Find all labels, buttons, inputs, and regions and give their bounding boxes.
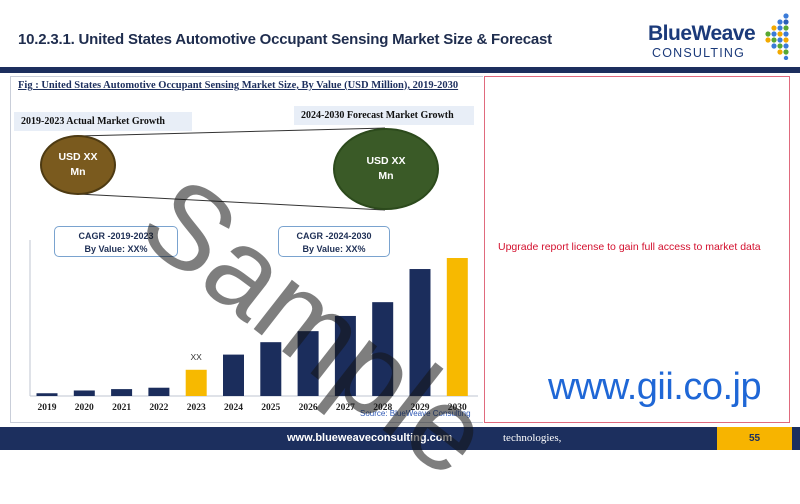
locked-data-panel (484, 76, 790, 423)
bar-2025 (260, 342, 282, 396)
chart-panel (10, 76, 483, 423)
cagr-forecast-value: By Value: XX% (302, 244, 366, 254)
x-tick-label-2029: 2029 (411, 403, 430, 413)
cagr-actual-box: CAGR -2019-2023 By Value: XX% (54, 226, 178, 257)
page-number: 55 (717, 427, 792, 450)
logo-main-text: BlueWeave (648, 22, 756, 45)
bar-2019 (36, 393, 58, 396)
bar-2021 (111, 389, 133, 396)
connector-line-bottom (77, 193, 386, 211)
actual-market-circle: USD XX Mn (40, 135, 116, 195)
x-tick-label-2022: 2022 (149, 403, 168, 413)
cagr-forecast-box: CAGR -2024-2030 By Value: XX% (278, 226, 390, 257)
forecast-circle-value: USD XX (366, 155, 406, 167)
bar-2028 (372, 302, 394, 396)
x-tick-label-2019: 2019 (38, 403, 57, 413)
actual-circle-value: USD XX (58, 151, 98, 163)
bar-2027 (334, 315, 356, 396)
header-divider-bar (0, 67, 800, 73)
data-label-2023: XX (191, 352, 203, 362)
upgrade-license-text: Upgrade report license to gain full acce… (498, 241, 761, 253)
bar-chart: 2019 2020 2021 2022 2023 XX 2024 2025 2026 2027 20… (29, 240, 478, 413)
bar-2026 (297, 331, 319, 396)
cagr-forecast-title: CAGR -2024-2030 (296, 231, 372, 241)
bar-2029 (409, 269, 431, 396)
x-tick-label-2028: 2028 (373, 403, 392, 413)
bar-2030 (446, 258, 468, 396)
footer-tech-text: technologies, (503, 432, 562, 444)
forecast-market-circle: USD XX Mn (333, 128, 439, 210)
footer-website-link[interactable]: www.blueweaveconsulting.com (287, 432, 453, 444)
logo-dots-icon (765, 13, 789, 60)
actual-growth-tag: 2019-2023 Actual Market Growth (14, 112, 192, 131)
forecast-growth-tag: 2024-2030 Forecast Market Growth (294, 106, 474, 125)
bar-2023 (185, 369, 207, 396)
x-tick-label-2030: 2030 (448, 403, 467, 413)
blueweave-logo: BlueWeave CONSULTING (640, 10, 795, 65)
x-tick-label-2023: 2023 (187, 403, 206, 413)
cagr-actual-title: CAGR -2019-2023 (78, 231, 154, 241)
bar-2024 (223, 354, 244, 396)
forecast-circle-unit: Mn (378, 170, 394, 182)
connector-lines (77, 127, 386, 211)
x-tick-label-2025: 2025 (261, 403, 280, 413)
bar-2022 (148, 387, 170, 396)
x-tick-label-2021: 2021 (112, 403, 131, 413)
chart-source: Source: BlueWeave Consulting (360, 409, 471, 418)
footer-bar (0, 427, 800, 450)
actual-circle-unit: Mn (70, 166, 86, 178)
x-tick-label-2026: 2026 (299, 403, 318, 413)
cagr-actual-value: By Value: XX% (84, 244, 148, 254)
x-tick-label-2024: 2024 (224, 403, 243, 413)
page-title: 10.2.3.1. United States Automotive Occup… (18, 31, 552, 48)
x-tick-label-2027: 2027 (336, 403, 355, 413)
gii-website-link[interactable]: www.gii.co.jp (548, 366, 762, 408)
bar-2020 (73, 390, 95, 396)
logo-sub-text: CONSULTING (652, 46, 746, 60)
figure-caption: Fig : United States Automotive Occupant … (18, 80, 459, 91)
connector-line-top (77, 127, 386, 137)
x-tick-label-2020: 2020 (75, 403, 94, 413)
